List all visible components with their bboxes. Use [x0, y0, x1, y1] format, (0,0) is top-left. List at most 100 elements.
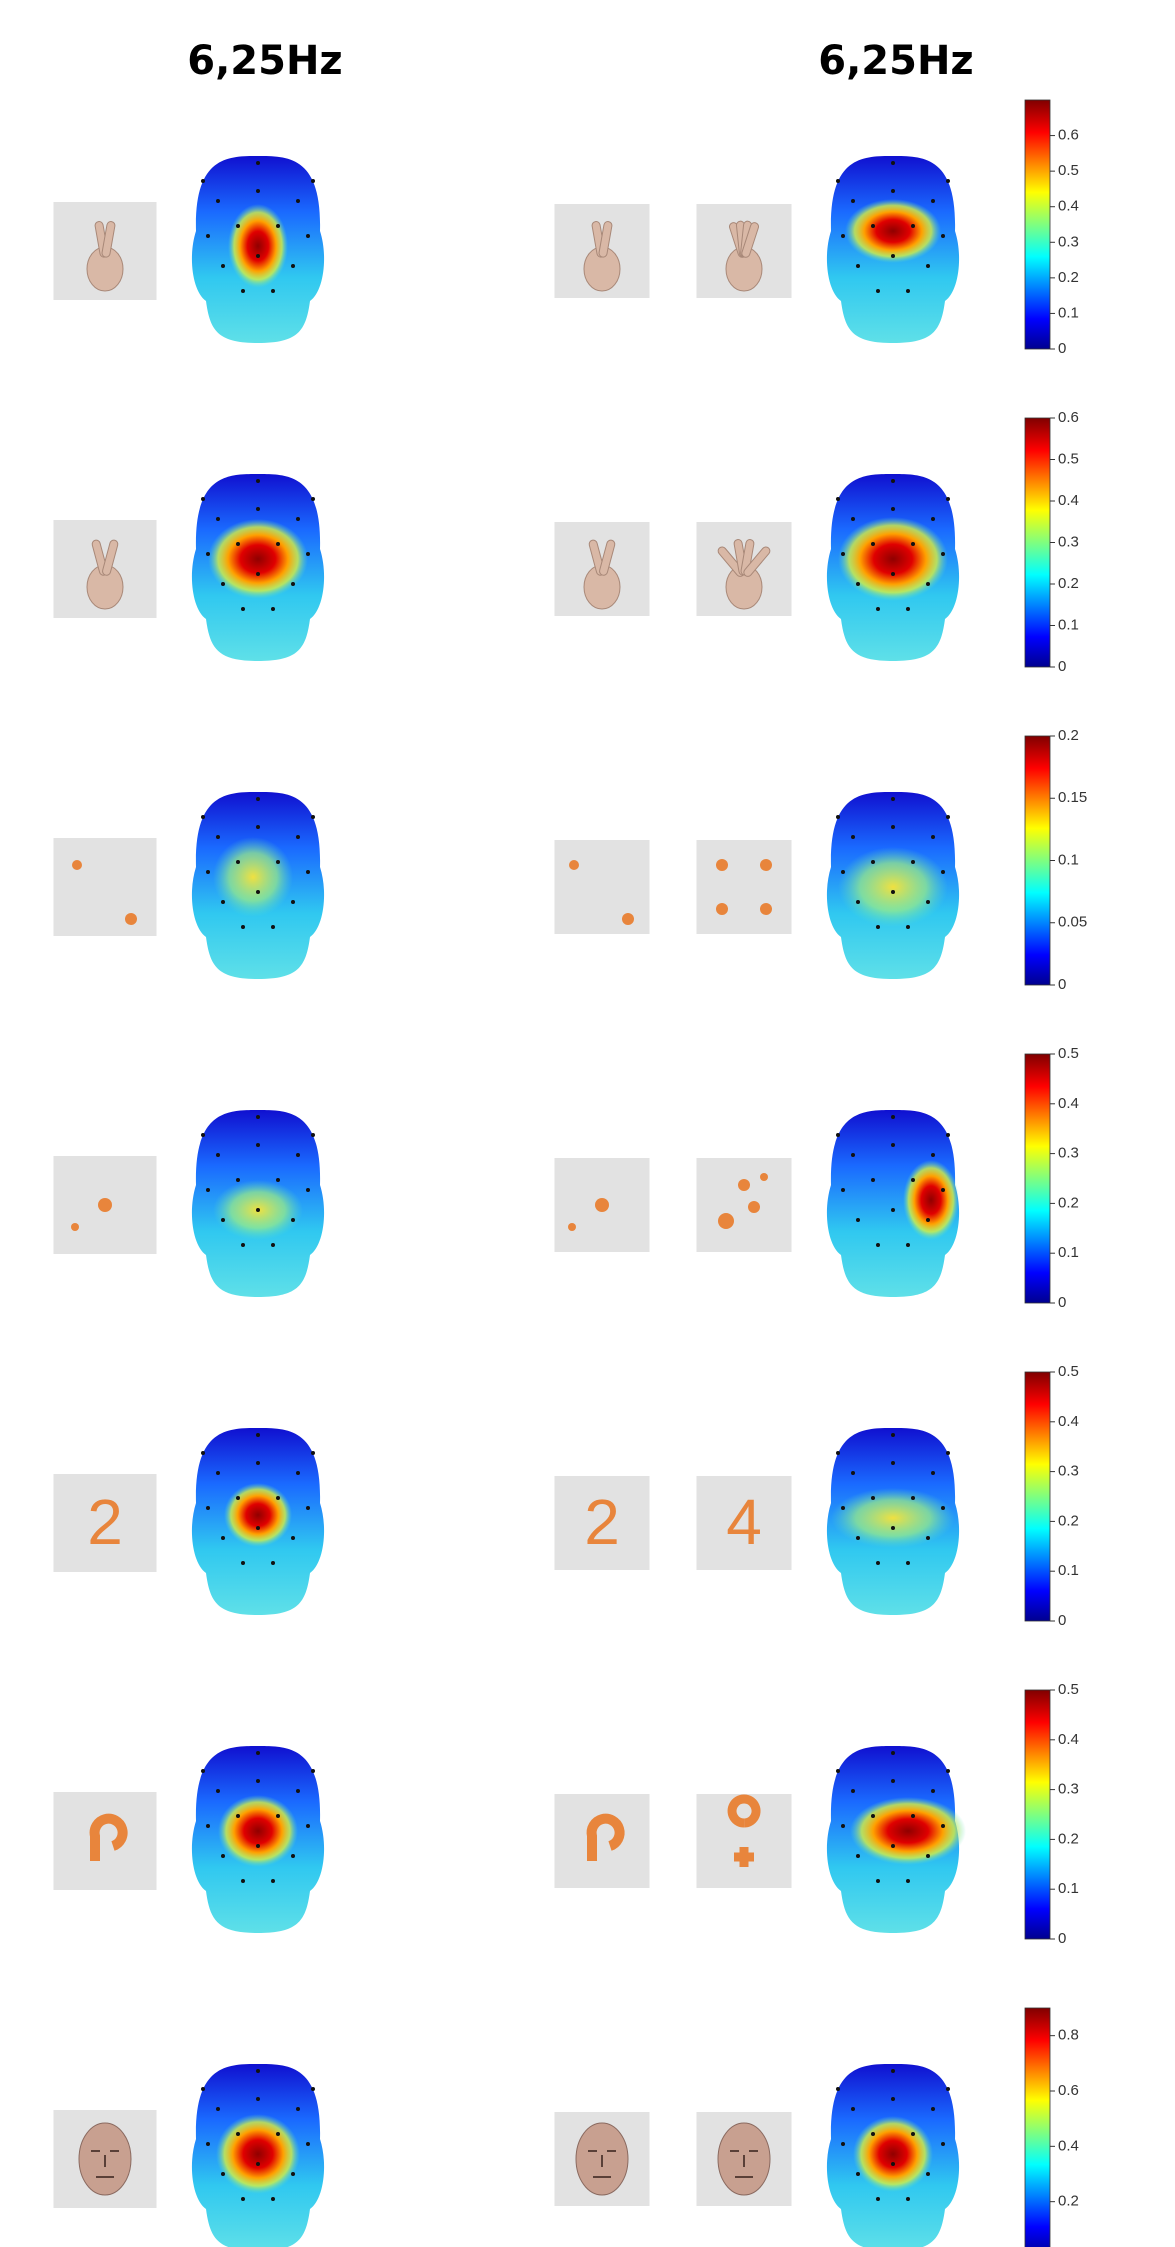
activation	[213, 837, 293, 917]
colorbar-tick-label: 0.6	[1058, 2082, 1079, 2099]
column-header: 6,25Hz	[818, 38, 973, 84]
electrode	[311, 2087, 315, 2091]
electrode	[296, 1153, 300, 1157]
colorbar	[1025, 100, 1050, 349]
electrode	[931, 517, 935, 521]
stimulus-box	[697, 1794, 792, 1888]
electrode	[256, 1461, 260, 1465]
stimulus-box	[54, 1792, 157, 1890]
electrode	[891, 254, 895, 258]
electrode	[851, 835, 855, 839]
electrode	[216, 199, 220, 203]
electrode	[851, 517, 855, 521]
electrode	[206, 1506, 210, 1510]
colorbar-tick-label: 0.6	[1058, 127, 1079, 144]
electrode	[871, 1814, 875, 1818]
stimulus-dot	[72, 860, 82, 870]
electrode	[911, 1814, 915, 1818]
electrode	[256, 797, 260, 801]
electrode	[271, 1879, 275, 1883]
electrode	[891, 890, 895, 894]
electrode	[291, 900, 295, 904]
activation	[845, 199, 941, 263]
electrode	[891, 1143, 895, 1147]
colorbar-tick-label: 0.5	[1058, 162, 1079, 179]
colorbar	[1025, 736, 1050, 985]
stimulus-dot	[71, 1223, 79, 1231]
electrode	[311, 1133, 315, 1137]
electrode	[291, 264, 295, 268]
electrode	[201, 2087, 205, 2091]
electrode	[946, 497, 950, 501]
electrode	[856, 2172, 860, 2176]
electrode	[256, 825, 260, 829]
electrode	[906, 1561, 910, 1565]
electrode	[931, 1471, 935, 1475]
electrode	[851, 1471, 855, 1475]
colorbar-tick-label: 0.2	[1058, 1194, 1079, 1211]
stimulus-box	[555, 840, 650, 934]
electrode	[906, 2197, 910, 2201]
electrode	[256, 1143, 260, 1147]
electrode	[926, 264, 930, 268]
electrode	[941, 552, 945, 556]
head-topography	[192, 1428, 324, 1615]
colorbar-tick-label: 0.05	[1058, 914, 1087, 931]
electrode	[291, 1218, 295, 1222]
electrode	[891, 825, 895, 829]
electrode	[256, 890, 260, 894]
electrode	[241, 1561, 245, 1565]
head-topography	[827, 156, 959, 343]
electrode	[871, 1178, 875, 1182]
head-topography	[827, 1110, 959, 1297]
colorbar-tick-label: 0.4	[1058, 1731, 1079, 1748]
electrode	[856, 1536, 860, 1540]
colorbar-tick-label: 0.5	[1058, 1045, 1079, 1062]
electrode	[276, 1178, 280, 1182]
colorbar-tick-label: 0	[1058, 658, 1066, 675]
stimulus-digit: 2	[584, 1486, 620, 1558]
electrode	[891, 1751, 895, 1755]
electrode	[891, 161, 895, 165]
electrode	[241, 1243, 245, 1247]
stimulus-dot	[595, 1198, 609, 1212]
electrode	[856, 900, 860, 904]
stimulus-dot	[125, 913, 137, 925]
stimulus-digit: 2	[87, 1486, 123, 1558]
electrode	[876, 1561, 880, 1565]
electrode	[206, 552, 210, 556]
electrode	[891, 1844, 895, 1848]
electrode	[276, 224, 280, 228]
electrode	[256, 572, 260, 576]
electrode	[836, 1133, 840, 1137]
electrode	[311, 1451, 315, 1455]
stimulus-dot	[568, 1223, 576, 1231]
colorbar-tick-label: 0.4	[1058, 198, 1079, 215]
colorbar-tick-label: 0.4	[1058, 1095, 1079, 1112]
electrode	[221, 1854, 225, 1858]
colorbar-tick-label: 0.3	[1058, 1463, 1079, 1480]
electrode	[236, 224, 240, 228]
head-topography	[192, 156, 324, 343]
electrode	[891, 1208, 895, 1212]
electrode	[241, 607, 245, 611]
electrode	[276, 2132, 280, 2136]
electrode	[256, 1751, 260, 1755]
electrode	[296, 2107, 300, 2111]
electrode	[306, 2142, 310, 2146]
electrode	[876, 1879, 880, 1883]
electrode	[911, 1496, 915, 1500]
head-topography	[192, 792, 324, 979]
electrode	[201, 179, 205, 183]
activation	[853, 2116, 933, 2192]
electrode	[946, 1133, 950, 1137]
electrode	[911, 224, 915, 228]
electrode	[871, 1496, 875, 1500]
electrode	[891, 189, 895, 193]
electrode	[271, 1243, 275, 1247]
electrode	[236, 542, 240, 546]
colorbar	[1025, 1372, 1050, 1621]
electrode	[241, 2197, 245, 2201]
electrode	[256, 479, 260, 483]
electrode	[931, 2107, 935, 2111]
